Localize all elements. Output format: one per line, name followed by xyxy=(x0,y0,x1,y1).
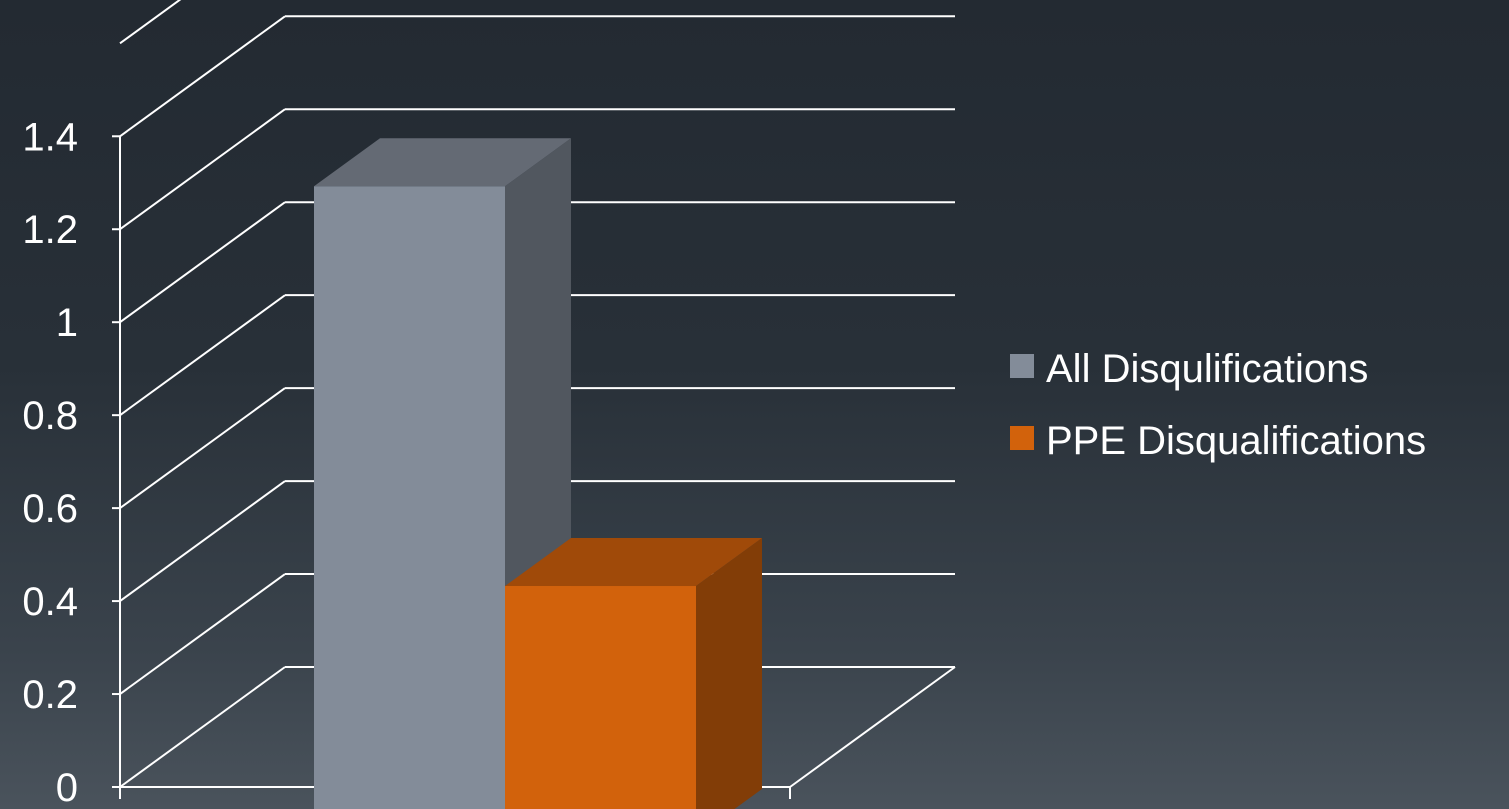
bar-front-face xyxy=(505,586,696,809)
y-tick-label: 1.2 xyxy=(22,208,78,252)
bar-front-face xyxy=(314,186,505,809)
y-tick-label: 0.6 xyxy=(22,487,78,531)
legend-label: All Disqulifications xyxy=(1046,347,1368,391)
bar-top-face xyxy=(314,138,571,187)
side-wall-gridline xyxy=(119,294,286,416)
floor-right-edge xyxy=(789,666,956,788)
side-wall-gridline xyxy=(119,15,286,138)
side-wall-gridline xyxy=(119,387,286,509)
side-wall-gridline xyxy=(119,480,286,602)
side-wall-gridline xyxy=(119,201,286,324)
y-tick-label: 0 xyxy=(56,766,78,809)
chart-bars xyxy=(314,138,762,809)
y-tick-label: 0.4 xyxy=(22,580,78,624)
legend-swatch xyxy=(1010,354,1034,378)
bar-side-face xyxy=(696,538,762,809)
side-wall-gridline xyxy=(119,666,286,788)
side-wall-gridline xyxy=(119,573,286,695)
chart-legend: All Disqulifications PPE Disqualification… xyxy=(1010,347,1426,463)
bar-top-face xyxy=(505,538,762,587)
legend-label: PPE Disqualifications xyxy=(1046,419,1426,463)
side-wall-gridline xyxy=(119,0,182,45)
y-tick-label: 0.2 xyxy=(22,673,78,717)
legend-swatch xyxy=(1010,426,1034,450)
y-axis-ticks: 0 0.2 0.4 0.6 0.8 1 1.2 1.4 xyxy=(22,115,120,809)
side-wall-gridline xyxy=(119,108,286,231)
y-tick-label: 1 xyxy=(56,301,78,345)
y-tick-label: 1.4 xyxy=(22,115,78,159)
bar-ppe-disqualifications xyxy=(505,538,762,809)
y-tick-label: 0.8 xyxy=(22,394,78,438)
